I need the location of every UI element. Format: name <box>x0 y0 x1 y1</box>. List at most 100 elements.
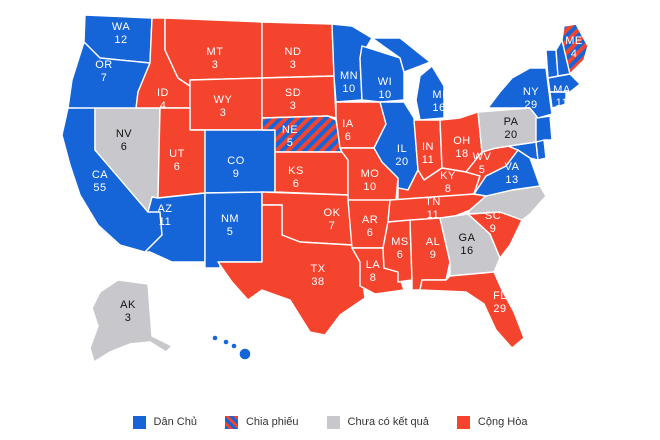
state-nj[interactable] <box>535 115 553 143</box>
state-mi[interactable] <box>371 37 431 73</box>
state-votes-mo: 10 <box>363 181 376 193</box>
state-votes-ga: 16 <box>460 245 473 257</box>
state-abbr-al: AL <box>426 236 440 248</box>
state-votes-or: 7 <box>101 72 108 84</box>
legend-item-dem: Dân Chủ <box>132 415 197 429</box>
state-votes-wi: 10 <box>378 89 391 101</box>
state-ny[interactable] <box>487 67 553 119</box>
state-ct[interactable] <box>549 91 567 109</box>
state-votes-mn: 10 <box>342 83 355 95</box>
state-votes-sc: 9 <box>490 223 497 235</box>
state-votes-wa: 12 <box>114 34 127 46</box>
legend-label-rep: Cộng Hòa <box>477 416 528 428</box>
state-abbr-id: ID <box>157 87 169 99</box>
state-de[interactable] <box>535 139 547 161</box>
state-ma[interactable] <box>547 73 581 93</box>
state-mi-lower[interactable] <box>415 65 445 121</box>
state-votes-fl: 29 <box>493 303 506 315</box>
state-votes-il: 20 <box>395 156 408 168</box>
state-votes-al: 9 <box>430 249 437 261</box>
state-votes-la: 8 <box>370 272 377 284</box>
state-abbr-tn: TN <box>425 196 441 208</box>
state-votes-sd: 3 <box>290 100 297 112</box>
state-nm[interactable] <box>204 191 263 269</box>
state-abbr-az: AZ <box>157 203 172 215</box>
state-abbr-ar: AR <box>362 214 378 226</box>
state-abbr-nm: NM <box>221 213 239 225</box>
state-abbr-la: LA <box>366 259 381 271</box>
state-abbr-co: CO <box>227 155 245 167</box>
state-abbr-wi: WI <box>378 76 392 88</box>
state-abbr-oh: OH <box>453 135 471 147</box>
state-votes-az: 11 <box>159 216 171 228</box>
state-abbr-ok: OK <box>324 207 341 219</box>
state-votes-tx: 38 <box>311 276 324 288</box>
state-abbr-or: OR <box>95 59 113 71</box>
state-votes-ia: 6 <box>345 131 352 143</box>
state-abbr-mi: MI <box>432 89 445 101</box>
state-votes-ms: 6 <box>397 249 404 261</box>
swatch-dem <box>132 415 146 429</box>
state-votes-nv: 6 <box>121 141 128 153</box>
state-votes-ar: 6 <box>367 227 374 239</box>
state-abbr-wv: WV <box>473 151 492 163</box>
state-votes-ut: 6 <box>174 161 181 173</box>
state-votes-tn: 11 <box>427 209 439 221</box>
state-abbr-sc: SC <box>485 210 501 222</box>
state-votes-ca: 55 <box>93 182 106 194</box>
state-abbr-wy: WY <box>214 94 233 106</box>
state-sd[interactable] <box>261 75 337 119</box>
state-ks[interactable] <box>274 151 349 196</box>
state-votes-wy: 3 <box>220 107 227 119</box>
state-abbr-ny: NY <box>523 86 539 98</box>
state-votes-ak: 3 <box>125 312 132 324</box>
legend-label-pending: Chưa có kết quả <box>347 416 429 428</box>
state-votes-me: 4 <box>571 48 578 60</box>
state-abbr-wa: WA <box>112 21 130 33</box>
state-abbr-ut: UT <box>169 148 185 160</box>
state-abbr-va: VA <box>505 161 520 173</box>
state-votes-wv: 5 <box>479 164 486 176</box>
state-ak[interactable] <box>89 279 173 363</box>
state-tx[interactable] <box>217 204 366 336</box>
state-abbr-mn: MN <box>340 70 358 82</box>
state-votes-id: 4 <box>160 100 167 112</box>
state-abbr-nv: NV <box>116 128 132 140</box>
state-me[interactable] <box>561 23 589 75</box>
state-abbr-ca: CA <box>92 169 108 181</box>
state-fl[interactable] <box>419 271 525 349</box>
swatch-pending <box>326 415 340 429</box>
state-abbr-ms: MS <box>391 236 409 248</box>
state-votes-nm: 5 <box>227 226 234 238</box>
state-hi[interactable] <box>211 334 252 361</box>
state-abbr-fl: FL <box>493 290 507 302</box>
state-abbr-ga: GA <box>459 232 476 244</box>
legend: Dân Chủ Chia phiếu Chưa có kết quả Cộng … <box>0 412 660 432</box>
swatch-rep <box>456 415 470 429</box>
state-abbr-mt: MT <box>207 46 224 58</box>
state-abbr-tx: TX <box>310 263 325 275</box>
state-votes-pa: 20 <box>504 129 517 141</box>
us-electoral-map: WA12OR7CA55NV6ID4MT3WY3UT6AZ11CO9NM5ND3S… <box>61 14 589 363</box>
state-abbr-nd: ND <box>285 46 302 58</box>
state-abbr-in: IN <box>422 141 434 153</box>
state-votes-in: 11 <box>422 154 434 166</box>
state-abbr-il: IL <box>397 143 407 155</box>
state-votes-ks: 6 <box>293 178 300 190</box>
state-abbr-ma: MA <box>553 84 571 96</box>
state-votes-mi: 16 <box>432 102 445 114</box>
legend-item-pending: Chưa có kết quả <box>326 415 429 429</box>
state-votes-oh: 18 <box>455 148 468 160</box>
state-votes-co: 9 <box>233 168 240 180</box>
state-abbr-ks: KS <box>288 165 304 177</box>
legend-item-rep: Cộng Hòa <box>456 415 528 429</box>
state-votes-ky: 8 <box>445 183 452 195</box>
state-votes-ok: 7 <box>329 220 336 232</box>
state-abbr-sd: SD <box>285 87 301 99</box>
state-votes-mt: 3 <box>212 59 219 71</box>
state-abbr-pa: PA <box>504 116 519 128</box>
state-labels: WA12OR7CA55NV6ID4MT3WY3UT6AZ11CO9NM5ND3S… <box>92 21 582 324</box>
legend-label-split: Chia phiếu <box>245 416 299 428</box>
swatch-split <box>224 415 238 429</box>
legend-item-split: Chia phiếu <box>224 415 299 429</box>
